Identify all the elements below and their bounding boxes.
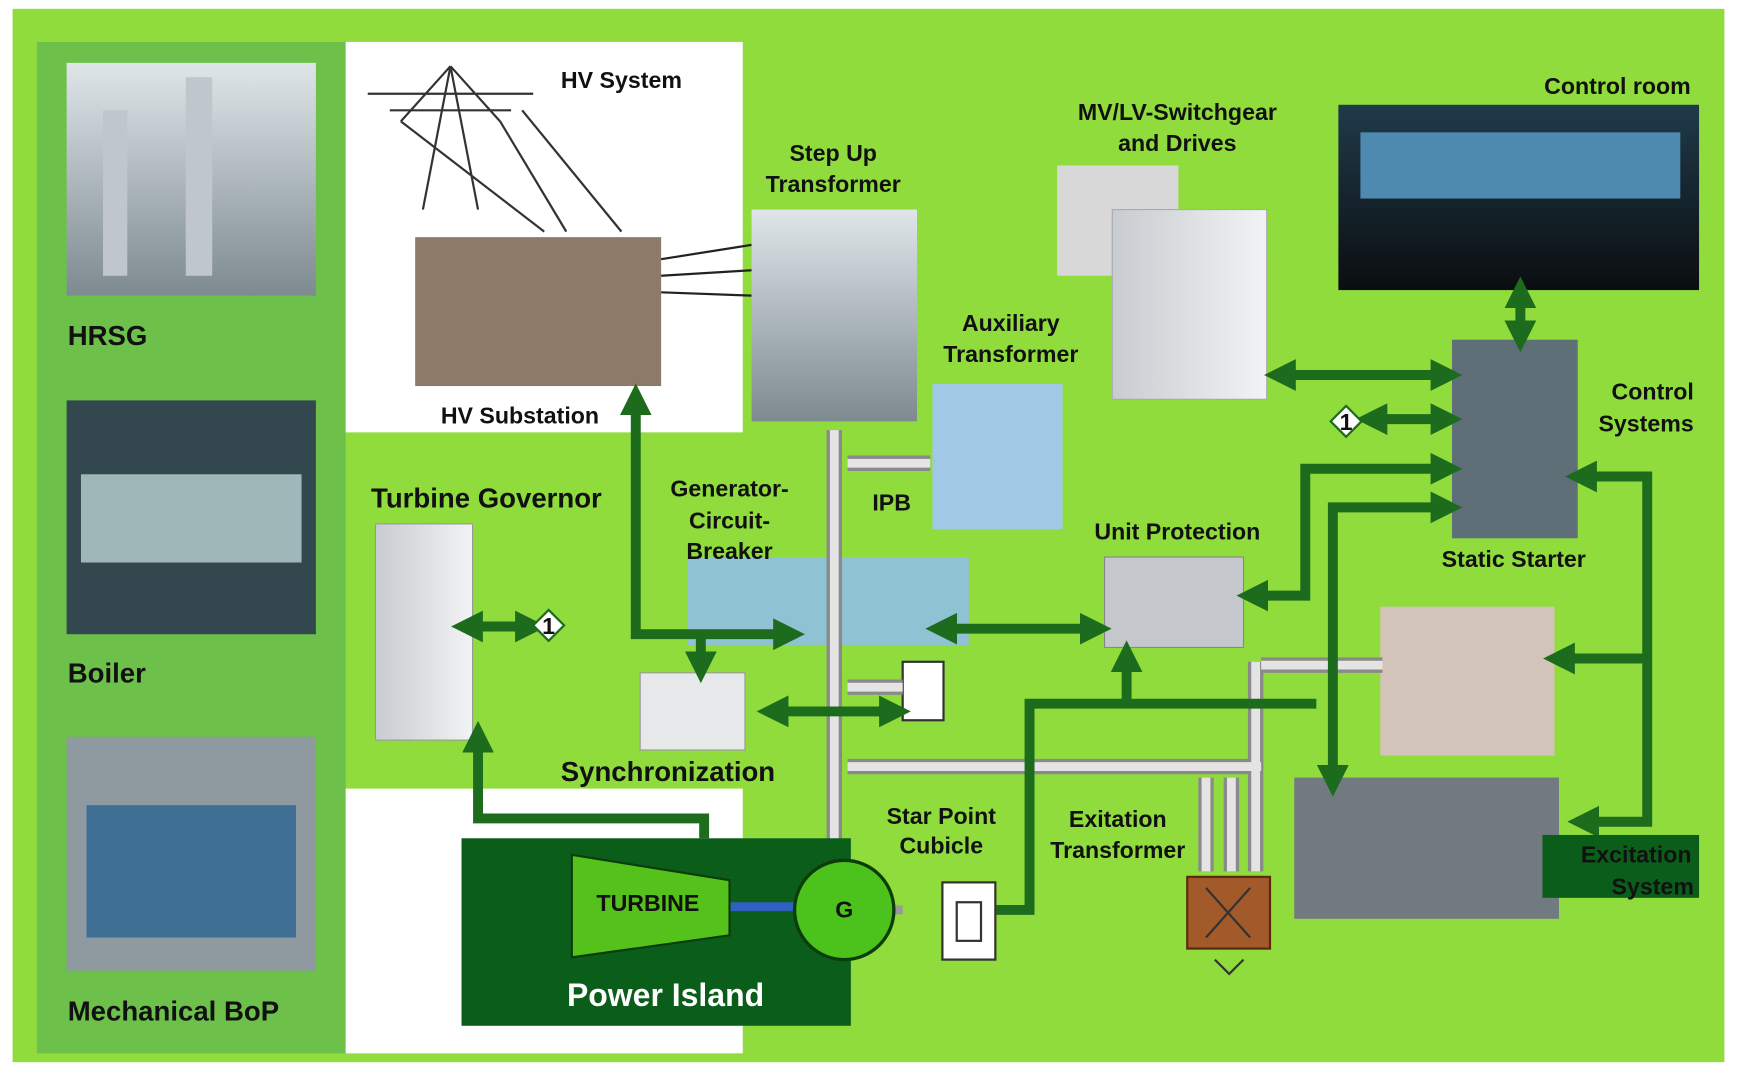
ref-marker: 1 xyxy=(542,613,555,639)
label: Transformer xyxy=(766,171,901,197)
star-point-box xyxy=(942,882,995,959)
stack xyxy=(186,77,212,276)
label: Static Starter xyxy=(1442,546,1586,572)
photo-aux-transformer xyxy=(932,384,1062,530)
label: Boiler xyxy=(68,658,146,689)
photo-control-systems xyxy=(1452,340,1578,539)
photo-static-starter xyxy=(1380,607,1554,756)
label: Exitation xyxy=(1069,806,1167,832)
diagram: 1 1 HRSG Boiler Mechanical BoP HV System… xyxy=(0,0,1737,1071)
label: Step Up xyxy=(789,140,876,166)
label: Auxiliary xyxy=(962,310,1060,336)
label: Power Island xyxy=(567,977,764,1013)
label: TURBINE xyxy=(596,890,699,916)
screens xyxy=(1360,132,1680,198)
label: Cubicle xyxy=(899,833,983,859)
photo-sync xyxy=(640,673,745,750)
label: Circuit- xyxy=(689,507,770,533)
label: Synchronization xyxy=(561,756,775,787)
label: Control xyxy=(1612,378,1694,404)
stack xyxy=(103,110,127,275)
label: Control room xyxy=(1544,73,1691,99)
label: HRSG xyxy=(68,320,148,351)
label: Unit Protection xyxy=(1094,518,1260,544)
pumps xyxy=(86,805,296,937)
label: System xyxy=(1612,874,1694,900)
label: HV Substation xyxy=(441,403,599,429)
label: and Drives xyxy=(1118,130,1236,156)
photo-governor xyxy=(375,524,472,740)
label: Excitation xyxy=(1581,842,1692,868)
label: G xyxy=(835,897,853,923)
label: Transformer xyxy=(943,341,1078,367)
label: Mechanical BoP xyxy=(68,995,279,1026)
ref-marker: 1 xyxy=(1340,409,1353,435)
label: Transformer xyxy=(1050,837,1185,863)
label: IPB xyxy=(872,490,911,516)
boiler-body xyxy=(81,474,302,562)
photo-hv-substation xyxy=(415,237,661,386)
label: Systems xyxy=(1598,410,1693,436)
photo-step-up xyxy=(752,210,917,422)
photo-excitation xyxy=(1294,778,1559,919)
label: MV/LV-Switchgear xyxy=(1078,99,1277,125)
label: Turbine Governor xyxy=(371,482,602,513)
label: HV System xyxy=(561,67,682,93)
label: Star Point xyxy=(887,803,997,829)
label: Generator- xyxy=(670,475,788,501)
cubicle-box xyxy=(903,662,944,720)
photo-switchgear xyxy=(1112,210,1266,400)
photo-unit-protection xyxy=(1105,557,1244,647)
label: Breaker xyxy=(686,538,772,564)
